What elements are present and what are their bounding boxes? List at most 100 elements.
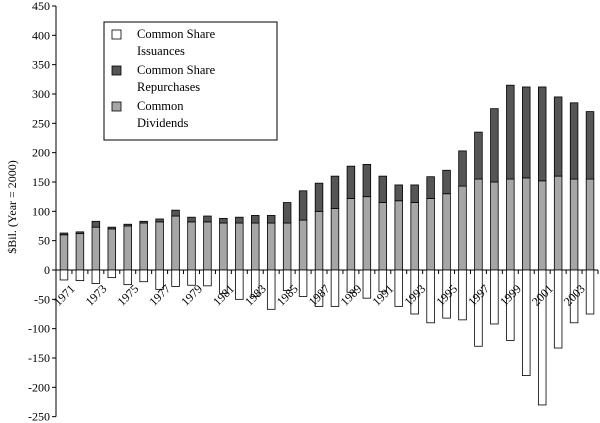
bar-issuances: [203, 269, 212, 287]
bar-repurchases: [187, 216, 196, 223]
bar-dividends: [442, 193, 451, 271]
bar-dividends: [266, 222, 276, 271]
bar-repurchases: [155, 218, 164, 223]
bar-repurchases: [203, 215, 212, 223]
bar-issuances: [442, 269, 451, 319]
bar-repurchases: [442, 169, 451, 195]
x-tick-label: 1971: [51, 282, 78, 309]
bar-dividends: [235, 222, 244, 271]
legend-box: [103, 21, 278, 141]
bar-repurchases: [251, 215, 260, 224]
bar-dividends: [346, 198, 356, 271]
bar-repurchases: [394, 184, 403, 202]
bar-issuances: [139, 269, 148, 283]
bar-dividends: [219, 222, 228, 271]
bar-repurchases: [123, 223, 132, 227]
bar-repurchases: [219, 217, 228, 224]
bar-dividends: [187, 221, 196, 271]
bar-issuances: [219, 269, 228, 294]
bar-issuances: [171, 269, 180, 287]
bar-dividends: [522, 177, 531, 271]
bar-issuances: [75, 269, 85, 281]
bar-dividends: [474, 178, 483, 271]
bar-issuances: [553, 269, 563, 349]
bar-issuances: [59, 269, 69, 281]
bar-dividends: [394, 200, 403, 271]
bar-repurchases: [490, 108, 499, 183]
y-tick-label: 50: [38, 234, 50, 248]
x-tick-label: 1983: [242, 282, 269, 309]
legend-swatch: [111, 101, 122, 112]
bar-repurchases: [585, 111, 595, 180]
legend-label: Common: [137, 99, 184, 113]
bar-dividends: [585, 178, 595, 271]
bar-issuances: [298, 269, 308, 297]
bars: [59, 84, 595, 406]
bar-repurchases: [522, 86, 531, 179]
bar-issuances: [314, 269, 324, 307]
bar-dividends: [410, 202, 419, 271]
bar-dividends: [330, 207, 340, 271]
bar-repurchases: [139, 220, 148, 224]
bar-dividends: [203, 221, 212, 271]
legend-swatch: [111, 65, 122, 76]
bar-issuances: [474, 269, 483, 347]
bar-dividends: [59, 234, 69, 271]
y-tick-label: 150: [32, 175, 50, 189]
bar-issuances: [187, 269, 196, 286]
y-tick-label: -100: [28, 322, 50, 336]
bar-repurchases: [266, 215, 276, 224]
bar-issuances: [155, 269, 164, 290]
bar-dividends: [490, 181, 499, 271]
bar-repurchases: [410, 184, 419, 203]
bar-issuances: [235, 269, 244, 300]
y-axis: -250 -200 -150 -100 -50 0 50 100 150 200 250 300 350…: [28, 0, 57, 423]
legend-label: Common Share: [137, 27, 216, 41]
bar-repurchases: [171, 209, 180, 217]
bar-repurchases: [553, 96, 563, 177]
bar-dividends: [569, 178, 579, 271]
bar-dividends: [171, 215, 180, 271]
x-axis: [55, 269, 599, 274]
y-tick-label: 350: [32, 58, 50, 72]
bar-dividends: [251, 222, 260, 271]
bar-repurchases: [282, 202, 292, 224]
y-tick-label: 100: [32, 204, 50, 218]
legend-label: Repurchases: [137, 80, 200, 94]
bar-repurchases: [569, 102, 579, 180]
bar-dividends: [362, 196, 372, 271]
bar-issuances: [394, 269, 403, 307]
bar-dividends: [314, 210, 324, 271]
bar-issuances: [426, 269, 435, 324]
bar-issuances: [362, 269, 372, 299]
bar-repurchases: [378, 175, 388, 203]
bar-issuances: [266, 269, 276, 310]
y-tick-label: -50: [34, 292, 50, 306]
bar-dividends: [75, 233, 85, 271]
bar-repurchases: [235, 216, 244, 224]
bar-dividends: [123, 225, 132, 271]
x-tick-label: 1999: [497, 282, 524, 309]
y-tick-label: 0: [44, 263, 50, 277]
bar-dividends: [426, 198, 435, 271]
bar-repurchases: [362, 163, 372, 198]
bar-dividends: [139, 222, 148, 271]
x-tick-label: 1973: [83, 282, 110, 309]
bar-repurchases: [298, 190, 308, 221]
x-tick-label: 2001: [529, 282, 556, 309]
x-tick-label: 1993: [401, 282, 428, 309]
y-tick-label: 400: [32, 28, 50, 42]
bar-issuances: [378, 269, 388, 293]
bar-repurchases: [107, 226, 117, 230]
x-tick-label: 1987: [306, 282, 333, 309]
bar-issuances: [537, 269, 547, 406]
bar-repurchases: [314, 182, 324, 212]
legend-label: Dividends: [137, 116, 189, 130]
y-tick-label: -150: [28, 351, 50, 365]
bar-repurchases: [59, 232, 69, 236]
bar-dividends: [537, 180, 547, 271]
bar-repurchases: [537, 86, 547, 182]
bar-dividends: [91, 226, 101, 271]
x-tick-label: 1979: [178, 282, 205, 309]
